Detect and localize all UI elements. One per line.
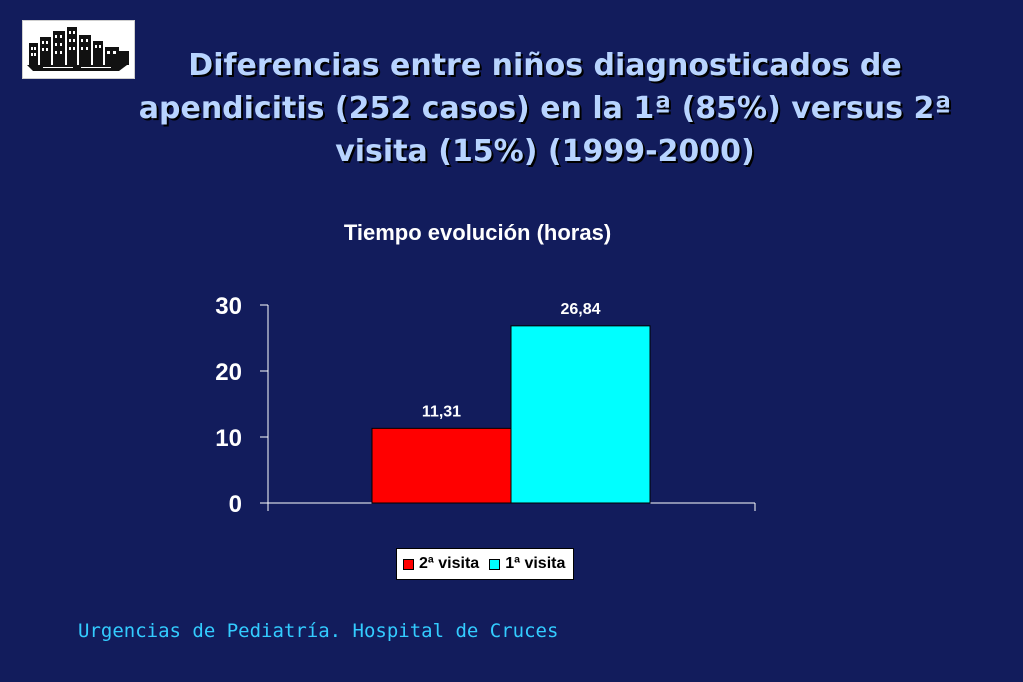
bar-2a-visita: [371, 427, 512, 504]
legend-item-2a-visita: 2ª visita: [403, 555, 479, 573]
data-label: 11,31: [422, 403, 461, 420]
y-tick-label: 30: [215, 293, 242, 320]
legend-swatch-2a-visita: [403, 558, 414, 570]
legend-swatch-1a-visita: [489, 558, 501, 570]
hospital-building-icon: [27, 27, 129, 71]
y-tick-label: 10: [215, 425, 242, 452]
legend-item-1a-visita: 1ª visita: [489, 555, 565, 573]
y-tick-label: 20: [215, 359, 242, 386]
y-tick-label: 0: [229, 491, 242, 518]
hospital-logo: [22, 20, 135, 79]
data-label: 26,84: [560, 301, 600, 318]
slide-title: Diferencias entre niños diagnosticados d…: [138, 48, 952, 169]
legend-label-1a-visita: 1ª visita: [505, 555, 566, 572]
legend-label-2a-visita: 2ª visita: [419, 555, 480, 572]
bar-1a-visita: [510, 325, 651, 504]
chart-title: Tiempo evolución (horas): [343, 220, 612, 245]
footer-text: Urgencias de Pediatría. Hospital de Cruc…: [78, 620, 559, 642]
chart-legend: 2ª visita 1ª visita: [396, 548, 575, 580]
